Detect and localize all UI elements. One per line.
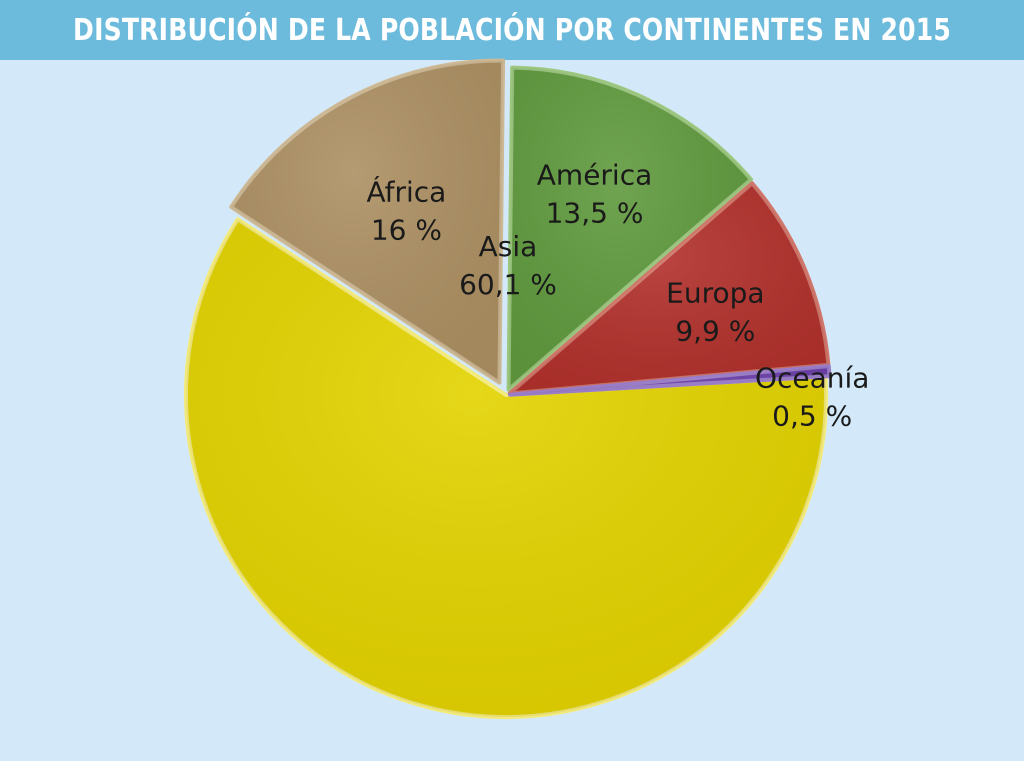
slice-value-asia: 60,1 % bbox=[459, 268, 557, 301]
slice-value-oceania: 0,5 % bbox=[772, 400, 852, 433]
pie-slice-shading-america bbox=[508, 67, 751, 390]
slice-label-africa: África bbox=[366, 175, 446, 209]
slice-label-oceania: Oceanía bbox=[755, 362, 870, 395]
slice-value-europa: 9,9 % bbox=[675, 314, 755, 347]
slice-label-europa: Europa bbox=[666, 276, 764, 309]
chart-title-bar: DISTRIBUCIÓN DE LA POBLACIÓN POR CONTINE… bbox=[0, 0, 1024, 60]
pie-slice-shading-europa bbox=[509, 183, 829, 394]
slice-value-america: 13,5 % bbox=[546, 197, 644, 230]
chart-title: DISTRIBUCIÓN DE LA POBLACIÓN POR CONTINE… bbox=[72, 12, 952, 48]
pie-slice-shading-asia bbox=[185, 219, 826, 718]
pie-slice-shading-africa bbox=[231, 60, 504, 383]
slice-label-america: América bbox=[537, 159, 653, 192]
pie-slice-shading-oceania bbox=[509, 366, 830, 395]
slice-label-asia: Asia bbox=[479, 230, 538, 263]
slice-value-africa: 16 % bbox=[371, 214, 442, 247]
